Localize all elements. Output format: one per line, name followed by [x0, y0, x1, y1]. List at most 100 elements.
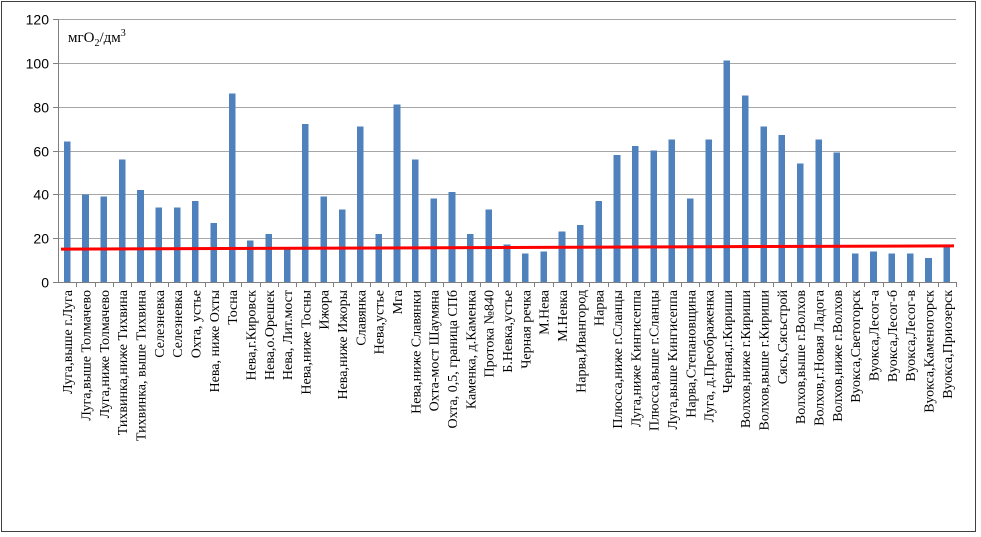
x-tick-label: Славянка [354, 289, 369, 345]
x-tick-label: Нарва [593, 289, 608, 326]
bar [320, 196, 328, 282]
y-tick-labels: 0 20 40 60 80 100 120 [26, 12, 50, 291]
bar [558, 231, 566, 282]
bar [118, 159, 126, 282]
x-tick-label: Сясь,Сясьстрой [776, 289, 791, 384]
bar [943, 244, 951, 282]
x-tick-label: М.Нева [538, 289, 553, 335]
bar [577, 225, 584, 282]
bar [540, 251, 547, 282]
x-tick-label: Волхов,ниже г.Кириши [739, 290, 754, 429]
x-tick-label: Луга,выше Толмачево [79, 290, 94, 421]
x-tick-label: Нева,г.Кировск [244, 290, 259, 381]
x-tick-label: Ижора [318, 289, 333, 329]
bar [631, 146, 639, 282]
bar [247, 240, 254, 282]
x-tick-label: Мга [391, 289, 406, 314]
x-tick-label: Каменка, д.Каменка [464, 289, 479, 409]
x-tick-label: Черная,г.Кириши [721, 289, 736, 393]
bar [595, 200, 602, 282]
y-tick-label: 60 [33, 144, 49, 160]
x-tick-label: Вуокса,Лесог-а [868, 289, 883, 381]
bar [925, 257, 932, 282]
x-tick-label: Луга,ниже Толмачево [98, 290, 113, 418]
y-tick-label: 20 [33, 231, 49, 247]
bar [503, 244, 511, 282]
bar [760, 126, 767, 283]
reference-line-layer [60, 244, 955, 251]
x-tick-label: Луга, д.Преображенка [703, 289, 718, 422]
x-tick-label: Нева, ниже Охты [208, 289, 223, 392]
bar [283, 249, 291, 282]
y-unit-base: мгО [68, 30, 95, 46]
x-tick-label: Вуокса,Приозерск [941, 290, 956, 399]
x-tick-label: Тосна [226, 289, 241, 325]
bar [228, 93, 236, 283]
bar [375, 233, 383, 282]
bar [357, 126, 364, 283]
x-tick-label: Селезневка [171, 289, 186, 358]
y-tick-label: 120 [26, 12, 50, 28]
x-tick-label: Нарва,Степановщина [684, 289, 699, 418]
x-tick-label: Селезневка [153, 289, 168, 358]
axes [53, 19, 957, 287]
bar [833, 152, 841, 282]
y-tick-label: 80 [33, 100, 49, 116]
bar [393, 104, 401, 282]
bar [851, 253, 859, 282]
bar [338, 209, 346, 282]
bar [778, 135, 786, 282]
x-tick-label: Волхов,выше г.Волхов [794, 290, 809, 424]
bar [192, 200, 199, 282]
x-tick-label: Луга,ниже Кингисеппа [629, 289, 644, 427]
y-unit-subscript: 2 [94, 38, 99, 49]
x-tick-label: Нева,ниже Славянки [409, 289, 424, 413]
x-tick-label: Протока №840 [483, 290, 498, 378]
x-tick-label: Тихвинка,ниже Тихвина [116, 289, 131, 435]
x-tick-label: Волхов,ниже г.Волхов [831, 290, 846, 422]
y-tick-label: 0 [41, 275, 49, 291]
bar [430, 198, 437, 282]
bar [63, 141, 71, 282]
bar [522, 253, 529, 282]
bar [467, 233, 474, 282]
bars [63, 60, 951, 283]
bar [723, 60, 731, 283]
bar [210, 222, 218, 282]
bar [815, 139, 822, 282]
x-tick-label: Б.Невка,устье [501, 290, 516, 373]
y-tick-label: 100 [26, 56, 50, 72]
bar [302, 124, 309, 282]
x-tick-label: Охта, 0,5, граница СПб [446, 290, 461, 428]
x-tick-label: Луга,выше г.Луга [61, 289, 76, 394]
reference-line [60, 244, 955, 251]
bar [412, 159, 419, 282]
y-tick-label: 40 [33, 187, 49, 203]
bar [448, 192, 456, 282]
bar [173, 207, 181, 282]
x-tick-label: Нева,ниже Тосны [299, 289, 314, 394]
x-tick-label: Вуокса,Каменогорск [923, 290, 938, 413]
bar [137, 189, 144, 282]
x-tick-label: Вуокса,Лесог-в [904, 290, 919, 382]
x-tick-label: Нарва,Ивангород [574, 290, 589, 393]
x-tick-label: Нева,устье [373, 290, 388, 354]
x-tick-label: М.Невка [556, 289, 571, 341]
bar [82, 194, 89, 282]
bar [613, 154, 621, 282]
y-unit-mid: /дм [99, 30, 121, 46]
bar [485, 209, 492, 282]
x-tick-label: Охта-мост Шаумяна [428, 289, 443, 411]
y-unit-label: мгО2/дм3 [68, 28, 126, 49]
bar [741, 95, 749, 282]
bar [100, 196, 108, 282]
x-tick-label: Нева,о.Орешек [263, 290, 278, 380]
gridlines [58, 19, 956, 239]
x-tick-label: Луга,выше Кингисеппа [666, 289, 681, 429]
x-tick-label: Вуокса,Лесог-б [886, 290, 901, 382]
bar [668, 139, 676, 282]
x-tick-label: Черная речка [519, 289, 534, 368]
bar [705, 139, 712, 282]
